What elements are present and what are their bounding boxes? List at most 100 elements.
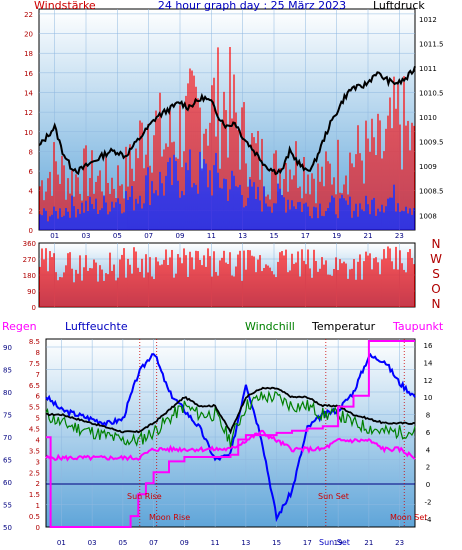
humidity-line [45, 352, 416, 523]
direction-y-tick: 90 [27, 288, 36, 296]
windchill-line [45, 390, 416, 448]
hour-tick: 09 [180, 539, 189, 547]
compass-label: S [432, 267, 440, 281]
rain-y-tick: 7 [36, 371, 40, 379]
wind-strength-label: Windstärke [34, 0, 96, 12]
temperature-y-tick: 16 [424, 342, 433, 350]
sun-rise-annotation: Sun Rise [127, 492, 162, 501]
hour-tick: 19 [332, 232, 341, 240]
hour-tick: 01 [50, 232, 59, 240]
temperature-y-tick: -4 [425, 516, 433, 524]
temperature-y-tick: 6 [426, 429, 431, 437]
humidity-y-tick: 60 [3, 479, 12, 487]
rain-y-tick: 5.5 [29, 404, 40, 412]
humidity-label: Luftfeuchte [65, 320, 128, 333]
pressure-label: Luftdruck [373, 0, 425, 12]
moon-rise-annotation: Moon Rise [149, 513, 190, 522]
direction-y-tick: 180 [23, 272, 36, 280]
rain-y-tick: 1 [36, 502, 40, 510]
temperature-label: Temperatur [311, 320, 376, 333]
wind-y-tick: 18 [24, 50, 33, 58]
rain-y-tick: 8 [36, 349, 40, 357]
rain-y-tick: 0 [36, 524, 40, 532]
temperature-y-tick: -2 [425, 498, 432, 506]
wind-y-tick: 12 [24, 109, 33, 117]
humidity-y-tick: 50 [3, 524, 12, 532]
hour-tick: 07 [144, 232, 153, 240]
moon-set-annotation: Moon Set [390, 513, 427, 522]
hour-tick: 05 [113, 232, 122, 240]
humidity-y-tick: 90 [3, 344, 12, 352]
humidity-y-tick: 85 [3, 367, 12, 375]
hour-tick: 21 [364, 539, 373, 547]
dewpoint-line [45, 429, 416, 462]
temperature-y-tick: 10 [424, 394, 433, 402]
rain-y-tick: 3 [36, 458, 40, 466]
hour-tick: 03 [82, 232, 91, 240]
temperature-y-tick: 4 [426, 446, 431, 454]
humidity-y-tick: 70 [3, 434, 12, 442]
rain-y-tick: 4 [36, 436, 41, 444]
compass-label: W [430, 252, 442, 266]
rain-y-tick: 3.5 [29, 447, 40, 455]
wind-y-tick: 8 [29, 148, 33, 156]
temperature-line [46, 386, 416, 435]
wind-y-tick: 10 [24, 129, 33, 137]
rain-y-tick: 6.5 [29, 382, 40, 390]
windchill-label: Windchill [245, 320, 295, 333]
wind-y-tick: 20 [24, 31, 33, 39]
pressure-y-tick: 1009.5 [419, 139, 444, 147]
rain-y-tick: 4.5 [29, 426, 40, 434]
temperature-y-tick: 8 [426, 412, 430, 420]
hour-tick: 17 [303, 539, 312, 547]
wind-y-tick: 2 [29, 207, 33, 215]
rain-y-tick: 1.5 [29, 491, 40, 499]
pressure-y-tick: 1010.5 [419, 89, 444, 97]
temperature-y-tick: 0 [426, 481, 430, 489]
direction-y-tick: 0 [32, 304, 36, 312]
wind-y-tick: 14 [24, 89, 33, 97]
hour-tick: 05 [118, 539, 127, 547]
rain-line [46, 340, 415, 528]
hour-tick: 17 [301, 232, 310, 240]
pressure-y-tick: 1009 [419, 163, 437, 171]
rain-y-tick: 5 [36, 415, 40, 423]
hour-tick: 15 [270, 232, 279, 240]
pressure-line [38, 66, 416, 176]
pressure-y-tick: 1011.5 [419, 40, 444, 48]
pressure-y-tick: 1012 [419, 16, 437, 24]
hour-tick: 13 [238, 232, 247, 240]
hour-tick: 03 [88, 539, 97, 547]
hour-tick: 13 [241, 539, 250, 547]
direction-y-tick: 360 [23, 240, 36, 248]
hour-tick: 07 [149, 539, 158, 547]
wind-y-tick: 4 [29, 188, 34, 196]
sun-set-axis-label: Sun Set [319, 538, 350, 547]
pressure-y-tick: 1011 [419, 65, 437, 73]
pressure-y-tick: 1010 [419, 114, 437, 122]
wind-y-tick: 6 [29, 168, 34, 176]
pressure-y-tick: 1008 [419, 212, 437, 220]
rain-label: Regen [2, 320, 37, 333]
hour-tick: 19 [334, 539, 343, 547]
rain-y-tick: 7.5 [29, 360, 40, 368]
sun-set-annotation: Sun Set [318, 492, 349, 501]
hour-tick: 01 [57, 539, 66, 547]
rain-y-tick: 0.5 [29, 513, 40, 521]
rain-y-tick: 2.5 [29, 469, 40, 477]
hour-tick: 21 [364, 232, 373, 240]
wind-y-tick: 0 [29, 227, 33, 235]
direction-y-tick: 270 [23, 256, 36, 264]
hour-tick: 23 [395, 232, 404, 240]
dewpoint-label: Taupunkt [392, 320, 444, 333]
hour-tick: 09 [176, 232, 185, 240]
temperature-y-tick: 2 [426, 464, 430, 472]
compass-label: O [431, 282, 440, 296]
compass-label: N [432, 237, 441, 251]
wind-y-tick: 16 [24, 70, 33, 78]
temperature-y-tick: 12 [424, 377, 433, 385]
humidity-y-tick: 75 [3, 412, 12, 420]
rain-y-tick: 8.5 [29, 338, 40, 346]
pressure-y-tick: 1008.5 [419, 188, 444, 196]
